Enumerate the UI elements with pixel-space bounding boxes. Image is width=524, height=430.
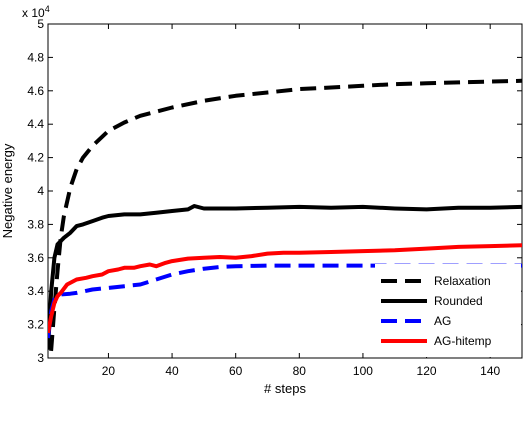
series-line-relaxation: [48, 78, 522, 358]
series-line-rounded: [48, 204, 522, 350]
y-exponent-label: x 104: [22, 4, 50, 20]
series-line-ag: [48, 263, 522, 339]
x-tick-label: 100: [353, 364, 373, 378]
y-tick-label: 3.4: [27, 284, 44, 298]
series-layer: [48, 78, 522, 358]
y-tick-label: 4.6: [27, 84, 44, 98]
x-tick-label: 80: [293, 364, 307, 378]
legend-label: Relaxation: [434, 274, 491, 288]
x-tick-label: 120: [417, 364, 437, 378]
x-tick-label: 40: [165, 364, 179, 378]
y-tick-label: 4.8: [27, 50, 44, 64]
legend-label: AG: [434, 314, 451, 328]
x-tick-label: 140: [480, 364, 500, 378]
y-tick-label: 3.8: [27, 217, 44, 231]
legend-label: Rounded: [434, 294, 483, 308]
x-axis-ticks: 20 40 60 80 100 120 140: [102, 24, 501, 378]
y-axis-title: Negative energy: [0, 143, 15, 238]
y-tick-label: 4: [37, 184, 44, 198]
x-axis-title: # steps: [264, 381, 306, 396]
legend: Relaxation Rounded AG AG-hitemp: [375, 264, 521, 357]
y-tick-label: 3.2: [27, 318, 44, 332]
x-tick-label: 60: [229, 364, 243, 378]
y-tick-label: 5: [37, 17, 44, 31]
y-exponent-power: 4: [45, 4, 50, 14]
y-exponent-base: x 10: [22, 6, 45, 20]
y-tick-label: 3.6: [27, 251, 44, 265]
x-tick-label: 20: [102, 364, 116, 378]
y-tick-label: 4.2: [27, 151, 44, 165]
y-axis-ticks: 3 3.2 3.4 3.6 3.8 4 4.2 4.4 4.6 4.8 5: [27, 17, 522, 365]
legend-label: AG-hitemp: [434, 334, 492, 348]
y-tick-label: 3: [37, 351, 44, 365]
series-line-ag-hitemp: [48, 243, 522, 334]
y-tick-label: 4.4: [27, 117, 44, 131]
